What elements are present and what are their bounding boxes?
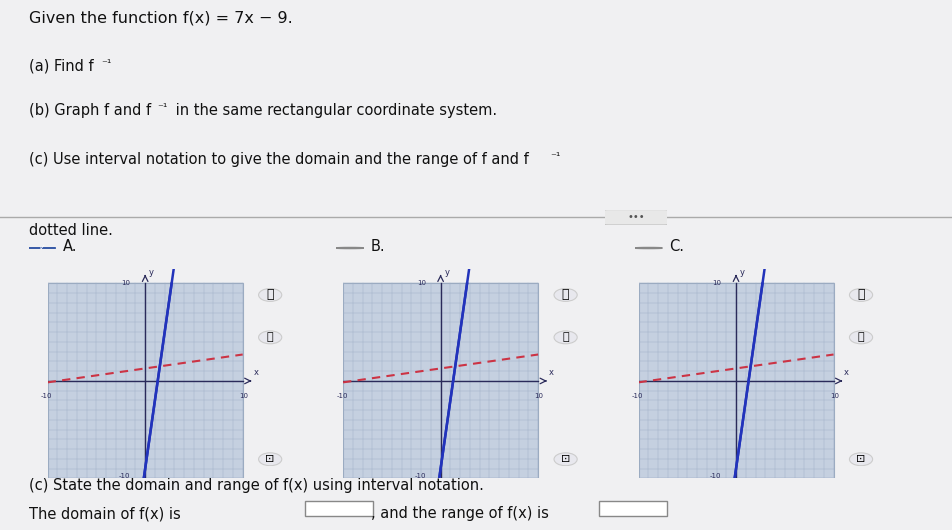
Circle shape <box>553 331 577 344</box>
Text: 10: 10 <box>534 393 543 399</box>
Text: 🔍: 🔍 <box>562 288 568 302</box>
Text: , and the range of f(x) is: , and the range of f(x) is <box>370 506 548 521</box>
Text: y: y <box>739 268 744 277</box>
Text: x: x <box>253 368 258 377</box>
Text: in the same rectangular coordinate system.: in the same rectangular coordinate syste… <box>170 103 496 118</box>
Text: y: y <box>444 268 449 277</box>
Circle shape <box>553 453 577 466</box>
Text: x: x <box>843 368 848 377</box>
Text: -10: -10 <box>709 473 721 479</box>
FancyBboxPatch shape <box>305 501 372 516</box>
Text: -10: -10 <box>336 393 347 399</box>
Circle shape <box>29 248 55 249</box>
FancyBboxPatch shape <box>603 209 668 225</box>
Text: 🔍: 🔍 <box>857 288 863 302</box>
Text: Given the function f(x) = 7x − 9.: Given the function f(x) = 7x − 9. <box>29 11 292 25</box>
Text: ⁻¹: ⁻¹ <box>549 152 560 162</box>
Text: 10: 10 <box>712 280 721 286</box>
Text: (b) Graph f and f: (b) Graph f and f <box>29 103 150 118</box>
Text: •••: ••• <box>626 213 645 222</box>
Text: 10: 10 <box>417 280 426 286</box>
Text: 10: 10 <box>122 280 130 286</box>
Circle shape <box>848 288 872 302</box>
Text: 🔍: 🔍 <box>267 288 273 302</box>
Text: B.: B. <box>370 239 385 254</box>
Text: -10: -10 <box>631 393 643 399</box>
Text: 🔍: 🔍 <box>857 332 863 342</box>
Text: y: y <box>149 268 154 277</box>
Text: 🔍: 🔍 <box>562 332 568 342</box>
FancyBboxPatch shape <box>598 501 666 516</box>
Text: dotted line.: dotted line. <box>29 223 112 238</box>
Circle shape <box>258 288 282 302</box>
Circle shape <box>634 248 662 249</box>
Text: (a) Find f: (a) Find f <box>29 59 93 74</box>
Circle shape <box>258 331 282 344</box>
Text: -10: -10 <box>119 473 130 479</box>
Text: 10: 10 <box>239 393 248 399</box>
Text: The domain of f(x) is: The domain of f(x) is <box>29 506 180 521</box>
Circle shape <box>848 453 872 466</box>
Text: C.: C. <box>669 239 684 254</box>
Circle shape <box>336 248 363 249</box>
Text: -10: -10 <box>414 473 426 479</box>
Text: x: x <box>548 368 553 377</box>
Circle shape <box>553 288 577 302</box>
Text: 🔍: 🔍 <box>267 332 273 342</box>
Text: ⁻¹: ⁻¹ <box>101 59 111 69</box>
Circle shape <box>258 453 282 466</box>
Text: (c) Use interval notation to give the domain and the range of f and f: (c) Use interval notation to give the do… <box>29 152 527 166</box>
Circle shape <box>848 331 872 344</box>
Text: ⊡: ⊡ <box>266 454 274 464</box>
Text: ✓: ✓ <box>39 243 46 252</box>
Text: ⁻¹: ⁻¹ <box>157 103 168 113</box>
Text: ⊡: ⊡ <box>561 454 569 464</box>
Text: -10: -10 <box>41 393 52 399</box>
Text: 10: 10 <box>829 393 838 399</box>
Text: A.: A. <box>63 239 77 254</box>
Text: ⊡: ⊡ <box>856 454 864 464</box>
Text: (c) State the domain and range of f(x) using interval notation.: (c) State the domain and range of f(x) u… <box>29 478 483 493</box>
